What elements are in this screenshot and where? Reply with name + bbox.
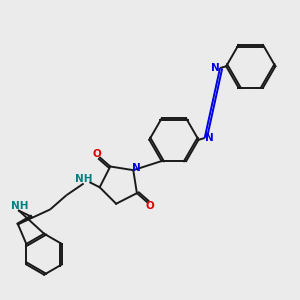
Text: NH: NH	[75, 174, 92, 184]
Text: NH: NH	[11, 201, 28, 211]
Text: O: O	[93, 148, 101, 158]
Text: N: N	[132, 164, 140, 173]
Text: O: O	[146, 201, 154, 211]
Text: N: N	[211, 63, 220, 73]
Text: N: N	[205, 133, 214, 143]
